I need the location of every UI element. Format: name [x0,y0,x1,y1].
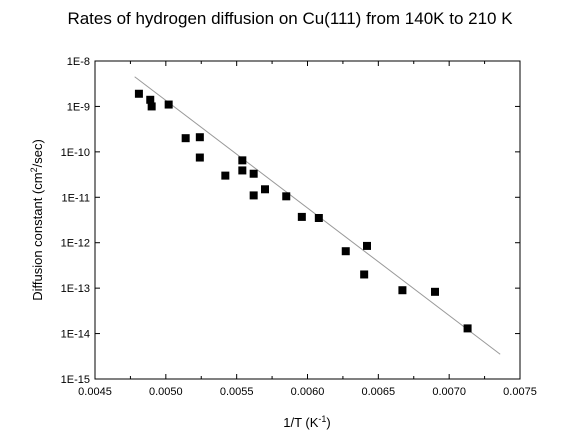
data-point [249,191,258,200]
data-point [164,100,173,109]
x-tick-label: 0.0050 [149,386,183,398]
chart-title: Rates of hydrogen diffusion on Cu(111) f… [67,9,513,28]
x-tick-label: 0.0075 [503,386,537,398]
data-point [261,185,269,194]
data-point [195,133,204,142]
x-tick-label: 0.0055 [220,386,254,398]
y-tick-label: 1E-15 [61,374,90,386]
data-point [146,95,155,104]
data-point [314,213,323,222]
data-point [431,287,439,296]
x-tick-label: 0.0070 [432,386,466,398]
data-point [297,212,306,221]
y-axis-ticks: 1E-15 1E-14 1E-13 1E-12 1E-11 1E-10 1E-9 1E-8 [61,56,520,386]
y-axis-label: Diffusion constant (cm2/sec) [29,139,45,301]
x-axis-label: 1/T (K-1) [283,414,331,430]
data-point [360,270,369,279]
data-point [147,102,156,111]
y-tick-label: 1E-10 [61,147,90,159]
data-point [238,156,247,165]
x-tick-label: 0.0060 [291,386,325,398]
y-tick-label: 1E-9 [67,101,90,113]
data-point [463,324,472,333]
data-point [249,169,258,178]
x-axis-ticks: 0.0045 0.0050 0.0055 0.0060 0.0065 0.0070 0.00… [78,61,537,398]
y-tick-label: 1E-12 [61,238,90,250]
y-tick-label: 1E-14 [61,329,90,341]
data-point [195,153,204,162]
data-point [341,247,350,256]
data-points-layer [134,89,472,333]
data-point [363,241,371,250]
data-point [238,166,247,175]
x-tick-label: 0.0065 [362,386,396,398]
data-point [282,192,291,201]
data-point [134,89,143,98]
plot-frame [94,60,521,380]
y-tick-label: 1E-11 [61,192,90,204]
data-point [181,134,190,143]
data-point [221,171,230,180]
x-tick-label: 0.0045 [78,386,112,398]
y-tick-label: 1E-8 [67,56,90,68]
data-point [398,286,407,295]
y-tick-label: 1E-13 [61,283,90,295]
